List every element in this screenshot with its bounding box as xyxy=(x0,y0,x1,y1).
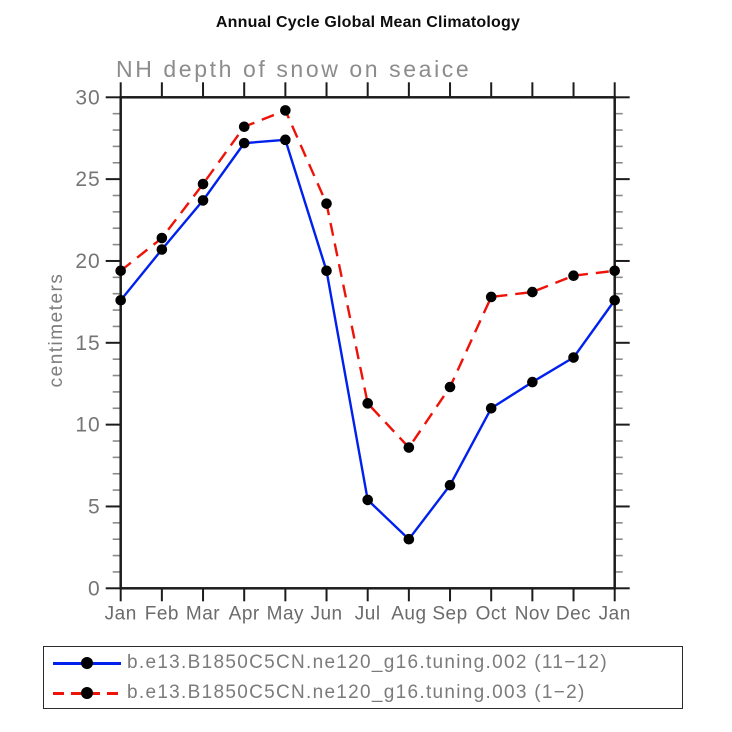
x-tick-label: Aug xyxy=(391,603,426,624)
x-tick-label: Mar xyxy=(186,603,220,624)
data-point-marker xyxy=(115,294,126,306)
legend-entry-series-2: b.e13.B1850C5CN.ne120_g16.tuning.003 (1−… xyxy=(53,678,682,707)
x-tick-label: Dec xyxy=(556,603,591,624)
data-point-marker xyxy=(485,291,497,303)
data-point-marker xyxy=(238,121,250,133)
data-point-marker xyxy=(485,402,497,414)
y-tick-label: 15 xyxy=(75,332,100,355)
black-marker-icon xyxy=(81,656,93,669)
data-point-marker xyxy=(238,137,250,149)
y-tick-label: 25 xyxy=(75,168,100,191)
data-point-marker xyxy=(156,232,168,244)
y-tick-label: 10 xyxy=(75,414,100,437)
legend-sample-blue-solid xyxy=(53,656,121,669)
data-point-marker xyxy=(403,533,415,545)
data-point-marker xyxy=(280,134,291,146)
data-point-marker xyxy=(362,398,374,409)
data-point-marker xyxy=(568,270,579,281)
legend-entry-series-1: b.e13.B1850C5CN.ne120_g16.tuning.002 (11… xyxy=(53,648,682,677)
chart-title: Annual Cycle Global Mean Climatology xyxy=(215,14,521,31)
x-tick-label: May xyxy=(267,603,304,624)
data-point-marker xyxy=(362,494,374,506)
x-tick-label: Apr xyxy=(229,603,260,624)
x-tick-label: Jun xyxy=(310,603,342,624)
data-point-marker xyxy=(527,376,538,388)
data-point-marker xyxy=(321,265,332,277)
data-point-marker xyxy=(156,244,168,255)
y-tick-label: 5 xyxy=(88,495,101,518)
data-point-marker xyxy=(403,442,415,453)
x-tick-label: Jan xyxy=(105,603,137,624)
data-point-marker xyxy=(609,294,620,306)
series-line-1 xyxy=(119,109,615,449)
chart-subtitle: NH depth of snow on seaice xyxy=(116,56,472,82)
data-point-marker xyxy=(527,286,538,298)
data-point-marker xyxy=(115,265,126,277)
x-tick-label: Feb xyxy=(145,603,179,624)
x-tick-label: Jan xyxy=(599,603,631,624)
x-tick-label: Oct xyxy=(476,603,507,624)
y-tick-label: 0 xyxy=(88,577,101,600)
data-point-marker xyxy=(444,479,456,491)
data-point-marker xyxy=(280,105,291,116)
legend-label-series-2: b.e13.B1850C5CN.ne120_g16.tuning.003 (1−… xyxy=(127,681,586,703)
plot-frame xyxy=(119,96,616,590)
legend-label-series-1: b.e13.B1850C5CN.ne120_g16.tuning.002 (11… xyxy=(127,651,608,673)
y-tick-label: 30 xyxy=(75,86,100,109)
y-tick-label: 20 xyxy=(75,250,100,273)
series-line-0 xyxy=(119,138,616,541)
data-point-marker xyxy=(197,178,209,190)
x-tick-label: Jul xyxy=(355,603,381,624)
x-tick-label: Nov xyxy=(515,603,550,624)
y-axis-title: centimeters xyxy=(46,273,67,388)
legend-sample-red-dashed xyxy=(53,686,121,699)
data-point-marker xyxy=(197,195,209,206)
x-tick-label: Sep xyxy=(432,603,467,624)
legend: b.e13.B1850C5CN.ne120_g16.tuning.002 (11… xyxy=(43,646,683,709)
data-point-marker xyxy=(321,198,332,209)
black-marker-icon xyxy=(81,686,93,699)
data-point-marker xyxy=(609,265,620,277)
data-point-marker xyxy=(568,352,579,363)
data-point-marker xyxy=(444,381,456,393)
